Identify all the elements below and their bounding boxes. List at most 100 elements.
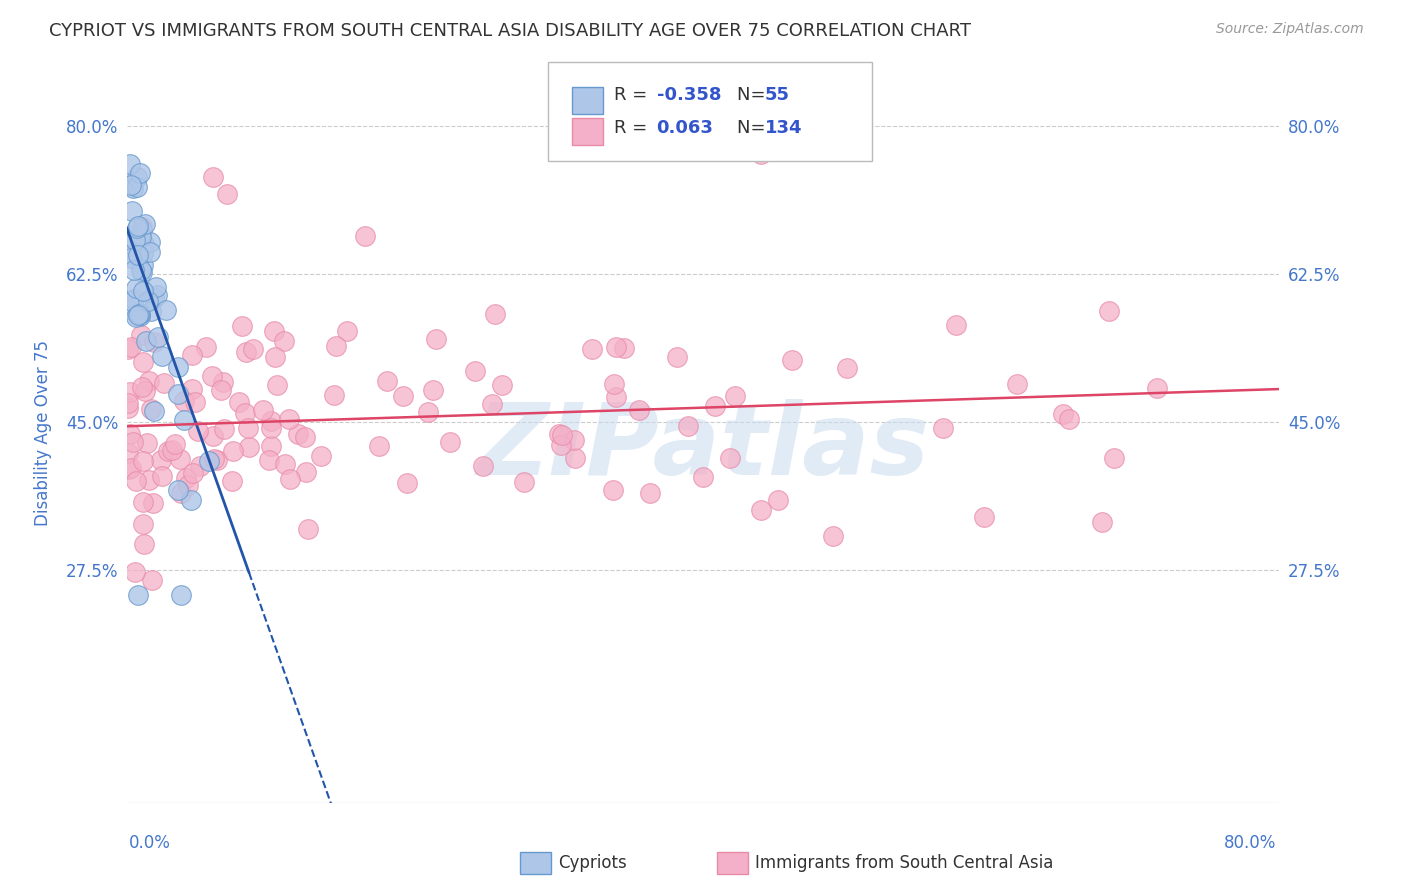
Point bbox=[117, 236, 139, 251]
Point bbox=[287, 427, 309, 442]
Point bbox=[121, 294, 143, 309]
Point bbox=[418, 405, 440, 419]
Point bbox=[150, 452, 173, 467]
Point bbox=[132, 537, 155, 551]
Point bbox=[235, 345, 257, 359]
Point bbox=[181, 348, 204, 362]
Point bbox=[131, 222, 153, 236]
Point bbox=[375, 374, 398, 388]
Point bbox=[131, 220, 153, 235]
Point bbox=[464, 364, 486, 378]
Point bbox=[131, 265, 153, 279]
Point bbox=[422, 383, 444, 397]
Point bbox=[167, 359, 190, 374]
Point bbox=[605, 390, 627, 404]
Text: Cypriots: Cypriots bbox=[558, 855, 627, 872]
Point bbox=[294, 430, 316, 444]
Point bbox=[780, 353, 803, 368]
Point bbox=[198, 454, 221, 468]
Point bbox=[202, 452, 225, 467]
Point bbox=[354, 229, 377, 244]
Point bbox=[1091, 516, 1114, 530]
Point bbox=[209, 384, 232, 398]
Point bbox=[322, 388, 344, 402]
Point bbox=[132, 258, 155, 272]
Point bbox=[124, 565, 146, 579]
Point bbox=[125, 180, 148, 194]
Text: 0.0%: 0.0% bbox=[129, 834, 172, 852]
Point bbox=[148, 329, 170, 343]
Point bbox=[122, 293, 145, 307]
Point bbox=[266, 377, 288, 392]
Point bbox=[135, 334, 157, 349]
Point bbox=[156, 443, 179, 458]
Point bbox=[143, 291, 166, 305]
Point bbox=[122, 181, 145, 195]
Point bbox=[117, 446, 139, 460]
Point bbox=[145, 280, 167, 294]
Point bbox=[184, 395, 207, 409]
Point bbox=[252, 403, 274, 417]
Point bbox=[749, 147, 772, 161]
Point bbox=[564, 450, 586, 465]
Point bbox=[166, 387, 188, 401]
Point bbox=[278, 472, 301, 486]
Text: 55: 55 bbox=[765, 87, 790, 104]
Point bbox=[125, 169, 148, 184]
Point bbox=[392, 389, 415, 403]
Point bbox=[425, 332, 447, 346]
Point bbox=[945, 318, 967, 332]
Point bbox=[602, 483, 624, 497]
Point bbox=[491, 377, 513, 392]
Point bbox=[173, 394, 195, 409]
Point bbox=[242, 342, 264, 356]
Point bbox=[117, 462, 139, 476]
Point bbox=[125, 220, 148, 235]
Point bbox=[139, 303, 162, 318]
Point bbox=[201, 368, 224, 383]
Point bbox=[718, 450, 741, 465]
Point bbox=[132, 355, 155, 369]
Point bbox=[703, 399, 725, 413]
Point bbox=[212, 376, 235, 390]
Point bbox=[627, 403, 650, 417]
Point bbox=[169, 451, 191, 466]
Point bbox=[484, 307, 506, 321]
Point bbox=[120, 340, 142, 354]
Point bbox=[439, 434, 461, 449]
Point bbox=[613, 341, 636, 355]
Point bbox=[174, 471, 197, 485]
Point bbox=[128, 245, 150, 260]
Point bbox=[177, 478, 200, 492]
Text: N=: N= bbox=[737, 87, 770, 104]
Point bbox=[131, 380, 153, 394]
Point bbox=[472, 458, 495, 473]
Point bbox=[150, 349, 173, 363]
Point bbox=[181, 382, 204, 396]
Point bbox=[129, 229, 152, 244]
Text: CYPRIOT VS IMMIGRANTS FROM SOUTH CENTRAL ASIA DISABILITY AGE OVER 75 CORRELATION: CYPRIOT VS IMMIGRANTS FROM SOUTH CENTRAL… bbox=[49, 22, 972, 40]
Point bbox=[259, 452, 281, 467]
Point bbox=[131, 495, 153, 509]
Point bbox=[212, 422, 235, 436]
Point bbox=[1098, 304, 1121, 318]
Y-axis label: Disability Age Over 75: Disability Age Over 75 bbox=[34, 340, 52, 525]
Point bbox=[134, 384, 156, 398]
Point bbox=[309, 450, 332, 464]
Point bbox=[188, 458, 211, 473]
Point bbox=[260, 414, 283, 428]
Point bbox=[120, 461, 142, 475]
Point bbox=[297, 522, 319, 536]
Point bbox=[150, 469, 173, 483]
Text: R =: R = bbox=[614, 87, 654, 104]
Point bbox=[134, 217, 156, 231]
Point bbox=[121, 251, 143, 265]
Point bbox=[513, 475, 536, 489]
Point bbox=[127, 248, 149, 262]
Point bbox=[163, 437, 186, 451]
Point bbox=[117, 343, 139, 357]
Point bbox=[138, 473, 160, 487]
Point bbox=[139, 235, 162, 249]
Point bbox=[1005, 376, 1028, 391]
Point bbox=[122, 262, 145, 277]
